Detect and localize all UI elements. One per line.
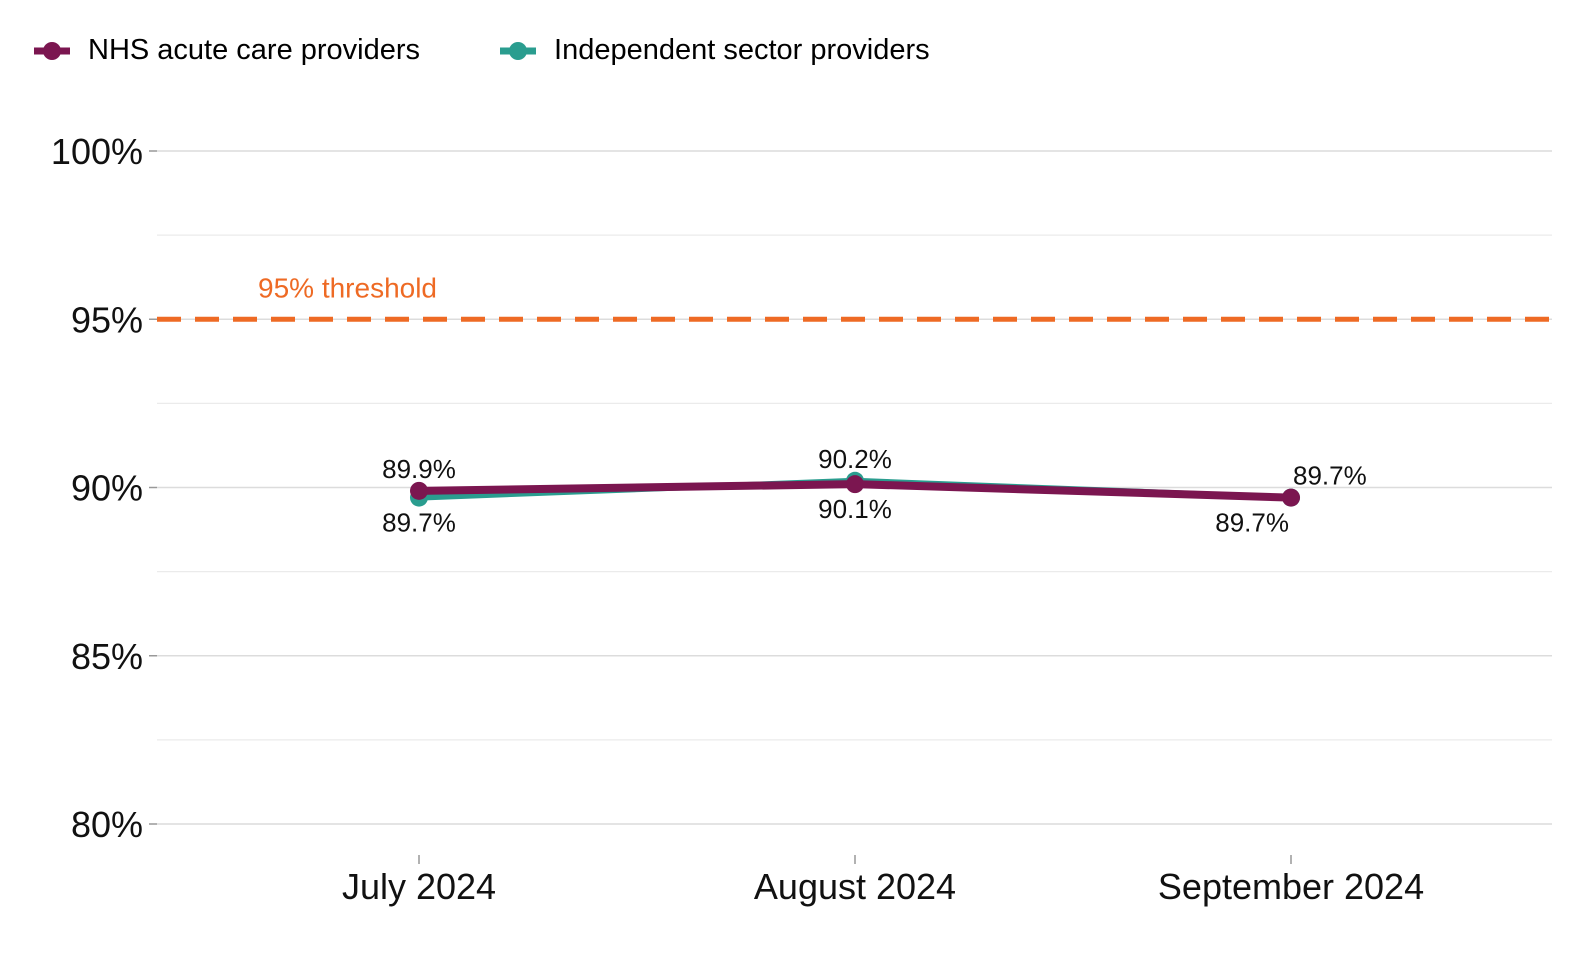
y-tick-label: 80% [71,804,143,845]
y-tick-label: 100% [51,131,143,172]
data-point-nhs [410,481,428,500]
legend: NHS acute care providers Independent sec… [32,34,1008,67]
y-tick-label: 95% [71,299,143,340]
data-label-independent: 89.7% [382,508,456,538]
data-label-independent: 90.2% [818,444,892,474]
legend-label-independent: Independent sector providers [554,34,930,66]
data-label-independent: 89.7% [1215,508,1289,538]
data-label-nhs: 89.7% [1293,461,1367,491]
y-tick-label: 90% [71,468,143,509]
legend-key-nhs [34,41,70,60]
threshold-label: 95% threshold [258,272,437,303]
data-point-nhs [846,475,864,494]
legend-item-nhs: NHS acute care providers [32,34,420,67]
x-tick-label: July 2024 [342,866,496,907]
data-point-nhs [1282,488,1300,507]
legend-key-independent [500,41,537,60]
y-tick-label: 85% [71,636,143,677]
legend-item-independent: Independent sector providers [498,34,930,67]
data-label-nhs: 90.1% [818,494,892,524]
legend-label-nhs: NHS acute care providers [88,34,421,66]
x-tick-label: August 2024 [754,866,956,907]
data-label-nhs: 89.9% [382,454,456,484]
x-tick-label: September 2024 [1158,866,1424,907]
